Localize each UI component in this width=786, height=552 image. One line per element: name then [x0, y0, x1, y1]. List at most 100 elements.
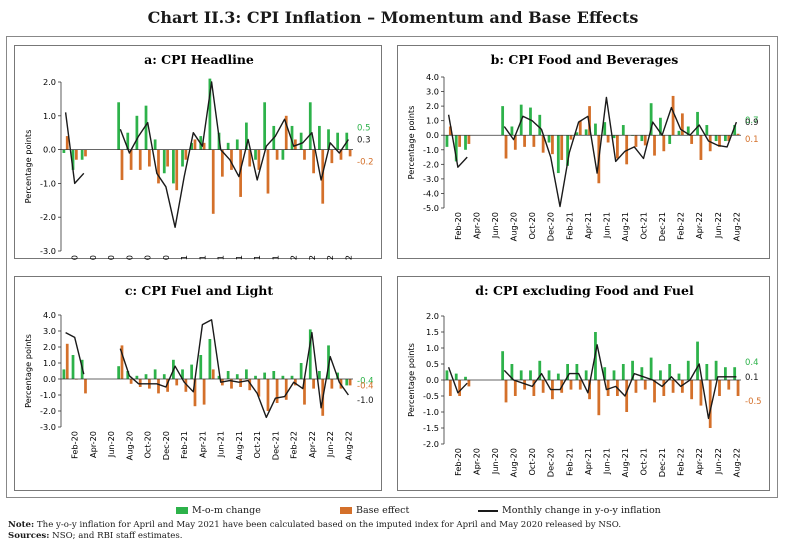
end-value-label: -0.4 [357, 376, 374, 386]
note-text: The y-o-y inflation for April and May 20… [34, 520, 622, 530]
bar-base [202, 379, 206, 405]
bar-base [727, 135, 731, 142]
bar-base [513, 135, 517, 150]
bar-base [293, 139, 297, 150]
bar-mom [327, 129, 330, 150]
y-tick-label: -5.0 [423, 203, 439, 213]
bar-mom [668, 364, 672, 380]
sources-text: NSO; and RBI staff estimates. [49, 531, 183, 541]
bar-mom [290, 125, 294, 150]
panel-cpi-headline: a: CPI Headline 2.0 1.0 0.0 -1.0 -2.0 -3.0 Perc… [14, 45, 382, 260]
bar-base [578, 380, 582, 390]
bar-mom [208, 78, 212, 150]
bar-mom [733, 367, 737, 380]
bar-mom [584, 370, 588, 380]
bar-mom [529, 107, 532, 136]
bar-mom [62, 149, 66, 153]
x-tick-label: Feb-21 [179, 431, 189, 459]
bar-base [625, 380, 629, 412]
bar-base [284, 379, 288, 400]
sources-line: Sources: NSO; and RBI staff estimates. [8, 531, 621, 542]
x-tick-label: Apr-20 [472, 448, 482, 475]
bar-mom [621, 125, 625, 136]
y-tick-label: 2.0 [43, 77, 56, 87]
x-tick-label: Apr-20 [88, 255, 98, 260]
y-tick-label: -2.0 [423, 159, 439, 169]
legend-swatch-base [340, 507, 352, 514]
bar-base [680, 113, 684, 136]
y-tick-label: 0.5 [426, 359, 439, 369]
bar-base [138, 149, 142, 170]
bar-base [718, 135, 721, 147]
x-tick-label: Aug-21 [620, 448, 630, 477]
x-tick-label: Apr-20 [88, 431, 98, 458]
bar-base [643, 135, 647, 146]
bar-mom [445, 370, 449, 380]
bar-mom [705, 125, 709, 136]
bar-base [690, 135, 694, 144]
bar-base [157, 379, 160, 394]
bar-mom [226, 142, 230, 150]
bar-mom [263, 102, 267, 150]
end-value-label: -1.0 [357, 396, 374, 406]
bar-mom [71, 355, 75, 379]
line-yoy-change [64, 112, 85, 185]
bar-mom [649, 357, 653, 380]
bar-base [606, 135, 610, 143]
x-tick-label: Feb-20 [453, 448, 463, 476]
bar-mom [272, 371, 276, 379]
bar-base [257, 149, 261, 170]
bar-base [184, 379, 188, 392]
bar-base [578, 120, 582, 136]
legend-label-base: Base effect [356, 505, 410, 516]
bar-mom [71, 149, 75, 170]
bar-mom [445, 135, 449, 147]
bar-base [248, 149, 252, 167]
bar-base [293, 379, 297, 386]
bar-mom [464, 376, 467, 380]
x-tick-label: Jun-22 [325, 255, 335, 260]
bar-mom [603, 122, 607, 136]
bar-base [606, 380, 610, 396]
bar-base [736, 133, 740, 136]
bar-mom [603, 367, 607, 380]
y-tick-label: 2.0 [426, 101, 439, 111]
y-tick-label: -3.0 [40, 246, 56, 256]
bar-mom [538, 114, 542, 136]
bar-mom [556, 135, 560, 174]
x-tick-label: Jun-21 [216, 431, 226, 458]
bar-base [184, 149, 188, 160]
bar-base [662, 380, 666, 396]
bar-mom [80, 149, 84, 160]
bar-mom [594, 123, 597, 136]
bar-base [175, 149, 179, 191]
y-tick-label: -2.0 [423, 439, 439, 449]
x-tick-label: Feb-22 [289, 255, 299, 260]
bar-mom [464, 135, 467, 150]
bar-mom [144, 105, 148, 150]
y-tick-label: 1.0 [426, 343, 439, 353]
bar-base [569, 380, 573, 390]
bar-base [541, 380, 545, 393]
bar-base [211, 149, 215, 214]
line-yoy-change [65, 331, 85, 375]
bar-mom [245, 369, 248, 379]
x-tick-label: Aug-22 [343, 431, 353, 460]
bar-mom [686, 126, 690, 136]
legend-label-mom: M-o-m change [192, 505, 261, 516]
bar-mom [162, 374, 166, 379]
y-tick-label: 0.0 [43, 145, 56, 155]
bar-base [523, 135, 526, 147]
x-tick-label: Aug-21 [620, 212, 630, 241]
bar-base [662, 135, 666, 152]
bar-base [736, 380, 740, 396]
y-tick-label: 1.0 [43, 111, 56, 121]
x-tick-label: Oct-21 [639, 448, 649, 476]
x-tick-label: Oct-20 [143, 431, 153, 459]
bar-mom [649, 103, 653, 136]
x-tick-label: Oct-20 [143, 255, 153, 260]
bar-mom [538, 360, 542, 380]
bar-mom [281, 375, 285, 379]
end-value-label: -0.4 [357, 381, 374, 391]
bar-mom [226, 371, 230, 379]
